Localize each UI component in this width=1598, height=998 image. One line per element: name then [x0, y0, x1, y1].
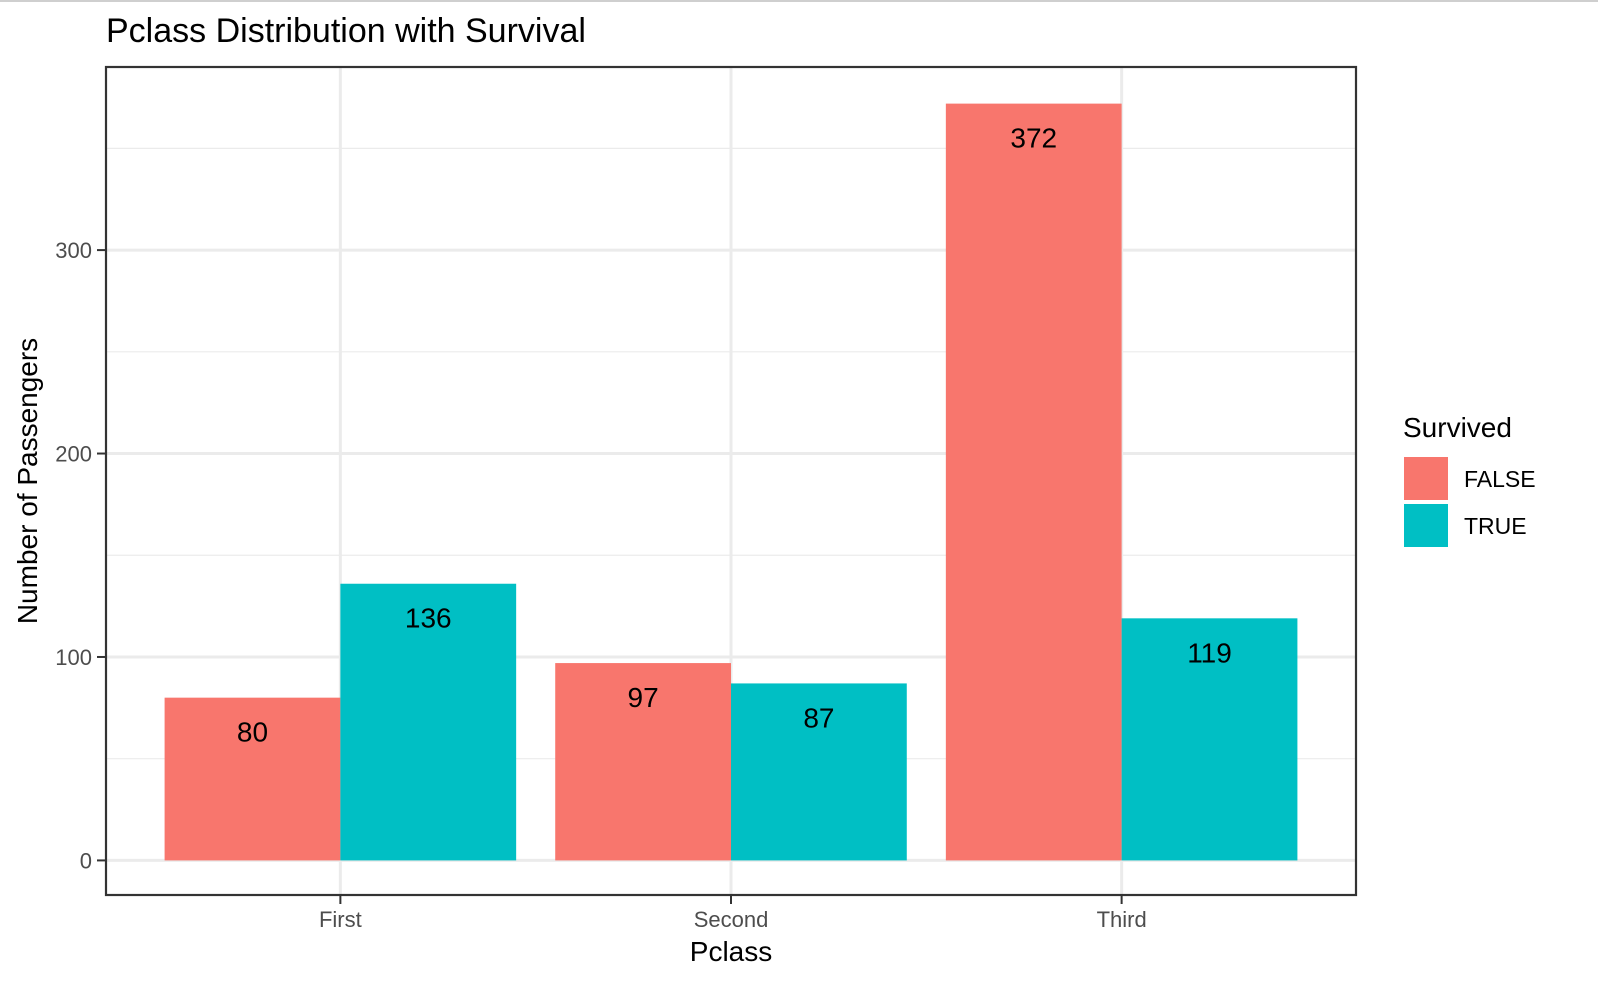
x-tick-label: Third — [1097, 907, 1147, 932]
bar-value-label: 136 — [405, 603, 452, 634]
y-axis: 0 100 200 300 — [55, 238, 106, 873]
y-axis-title: Number of Passengers — [12, 338, 43, 624]
bar-third-false — [945, 103, 1122, 861]
legend: Survived FALSE TRUE — [1403, 412, 1536, 547]
bar-third-true — [1121, 618, 1298, 861]
bar-value-label: 97 — [628, 682, 659, 713]
y-tick-label: 200 — [55, 442, 92, 467]
legend-key-false — [1404, 457, 1448, 500]
chart-title: Pclass Distribution with Survival — [106, 12, 586, 50]
legend-key-true — [1404, 504, 1448, 547]
bar-first-true — [340, 583, 517, 861]
legend-title: Survived — [1403, 412, 1512, 443]
bar-first-false — [164, 697, 341, 861]
y-tick-label: 300 — [55, 238, 92, 263]
bar-second-true — [731, 683, 907, 861]
legend-items: FALSE TRUE — [1404, 457, 1536, 547]
y-tick-label: 0 — [80, 848, 92, 873]
bar-second-false — [555, 663, 731, 861]
top-border — [0, 0, 1598, 2]
x-axis: First Second Third — [319, 895, 1147, 932]
x-tick-label: First — [319, 907, 362, 932]
y-tick-label: 100 — [55, 645, 92, 670]
x-axis-title: Pclass — [690, 936, 772, 967]
bar-value-label: 372 — [1010, 123, 1057, 154]
x-tick-label: Second — [694, 907, 769, 932]
bar-value-label: 80 — [237, 717, 268, 748]
legend-label: TRUE — [1464, 513, 1527, 539]
bars — [164, 103, 1298, 861]
bar-value-label: 87 — [803, 702, 834, 733]
bar-value-label: 119 — [1187, 637, 1232, 668]
bar-labels: 80 97 372 136 87 119 — [237, 123, 1232, 748]
legend-label: FALSE — [1464, 466, 1536, 492]
